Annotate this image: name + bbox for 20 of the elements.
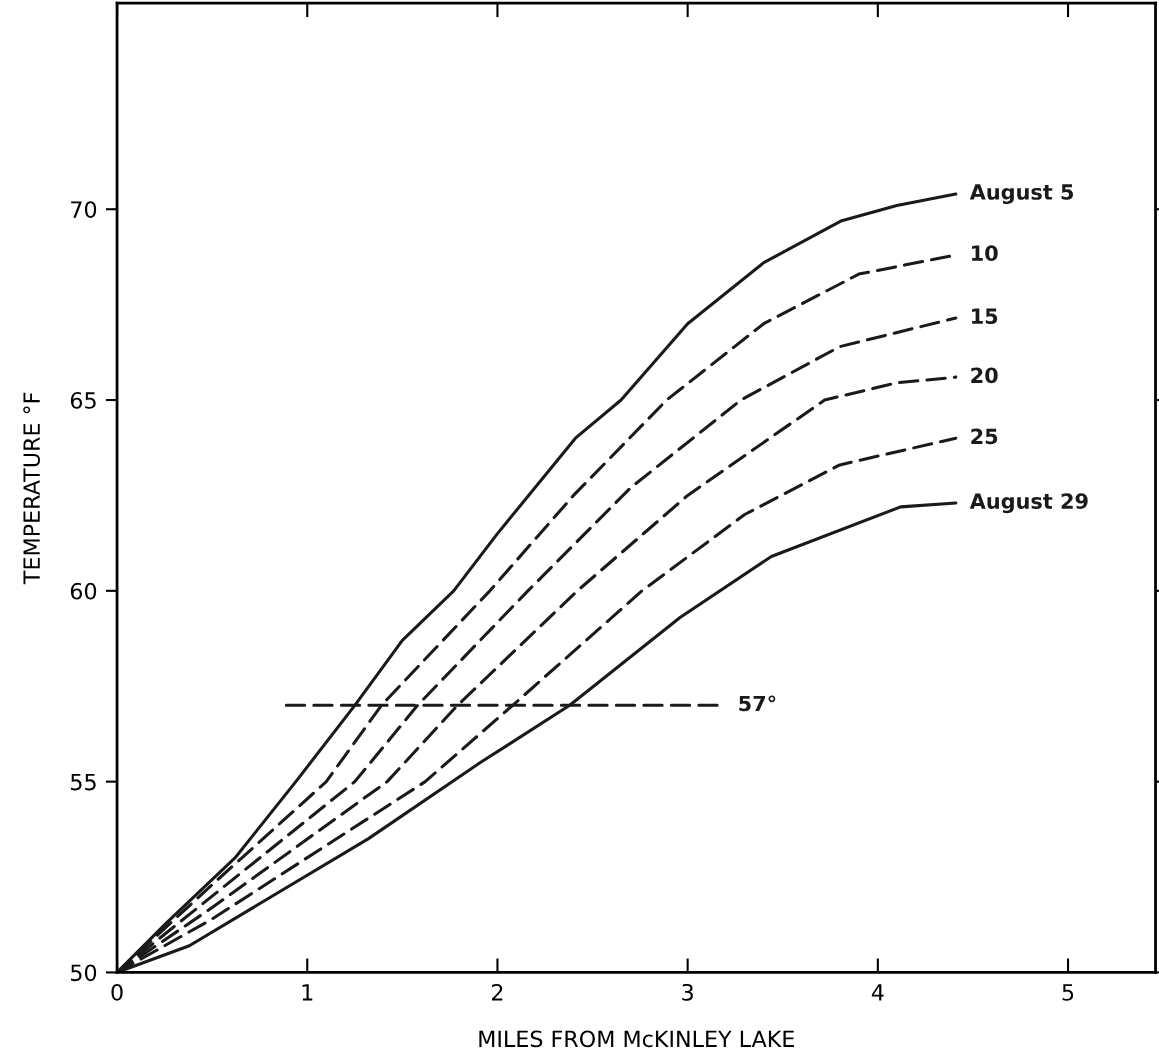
y-tick-label: 70 — [71, 201, 97, 218]
series-label: 10 — [972, 245, 998, 262]
series-label: 25 — [971, 428, 998, 445]
x-tick-label: 0 — [111, 983, 123, 1001]
series-label: 20 — [971, 367, 998, 384]
y-tick-label: 60 — [70, 582, 97, 600]
y-tick-label: 65 — [70, 391, 96, 409]
x-tick-label: 4 — [871, 984, 884, 1001]
series-label: 57° — [739, 695, 776, 712]
y-tick-label: 55 — [71, 773, 96, 791]
series-label: 15 — [972, 308, 998, 325]
x-tick-label: 2 — [492, 983, 503, 1001]
y-tick-label: 50 — [71, 964, 97, 982]
x-axis-title: MILES FROM McKINLEY LAKE — [479, 1030, 794, 1048]
series-label: August 29 — [969, 493, 1088, 514]
series-label: August 5 — [969, 184, 1074, 205]
x-tick-label: 3 — [682, 983, 693, 1001]
x-tick-label: 5 — [1062, 984, 1074, 1001]
y-axis-title: TEMPERATURE °F — [23, 392, 41, 585]
x-tick-label: 1 — [302, 984, 313, 1001]
